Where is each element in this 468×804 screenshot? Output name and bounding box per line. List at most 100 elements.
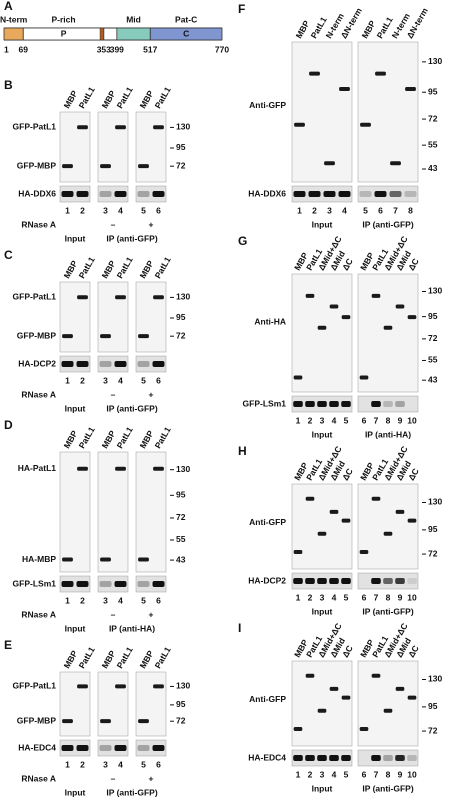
lane-number: 2 [80, 595, 85, 605]
panel-letter: G [238, 234, 247, 248]
band [389, 191, 402, 197]
lane-number: 4 [332, 769, 337, 779]
domain-label: Mid [126, 14, 141, 24]
lane-label: MBP [100, 88, 118, 110]
row-label: Anti-GFP [249, 100, 286, 110]
band [77, 125, 88, 130]
lane-number: 2 [80, 759, 85, 769]
band [77, 684, 88, 689]
band [383, 578, 393, 584]
row-label: GFP-LSm1 [243, 398, 287, 408]
lane-number: 5 [363, 205, 368, 215]
band [371, 401, 381, 407]
lane-number: 4 [332, 415, 337, 425]
marker-label: 43 [428, 163, 438, 173]
marker-label: 95 [176, 490, 186, 500]
panel-letter: I [238, 621, 241, 635]
marker-label: 95 [428, 524, 438, 534]
band [341, 518, 351, 523]
marker-label: 72 [428, 113, 438, 123]
condition-label: RNase A [21, 389, 56, 399]
band [359, 727, 369, 732]
lane-number: 6 [156, 759, 161, 769]
lane-number: 8 [386, 415, 391, 425]
band [371, 755, 381, 761]
residue-number: 517 [143, 44, 157, 54]
blot [97, 739, 129, 757]
blot [59, 281, 91, 353]
band [100, 719, 111, 724]
band [153, 684, 164, 689]
lane-label: MBP [62, 258, 80, 280]
group-label: Input [65, 623, 86, 633]
lane-label: PatL1 [115, 425, 135, 450]
lane-number: 9 [398, 415, 403, 425]
lane-number: 6 [362, 769, 367, 779]
lane-number: 1 [297, 205, 302, 215]
band [329, 578, 339, 584]
band [383, 325, 393, 330]
lane-number: 2 [80, 375, 85, 385]
row-label: Anti-HA [254, 317, 286, 327]
blot [357, 41, 419, 183]
band [137, 191, 150, 197]
marker-label: 130 [428, 56, 442, 66]
band [100, 164, 111, 169]
lane-number: 4 [342, 205, 347, 215]
condition-value: + [149, 773, 154, 783]
row-label: GFP-MBP [17, 160, 57, 170]
band [153, 295, 164, 300]
condition-label: RNase A [21, 609, 56, 619]
band [317, 325, 327, 330]
blot [59, 355, 91, 373]
lane-number: 5 [344, 592, 349, 602]
lane-label: PatL1 [77, 255, 97, 280]
band [407, 518, 417, 523]
band [371, 578, 381, 584]
band [153, 125, 164, 130]
band [329, 509, 339, 514]
blot [135, 451, 167, 573]
lane-number: 8 [408, 205, 413, 215]
band [100, 557, 111, 562]
band [61, 191, 74, 197]
group-label: IP (anti-GFP) [362, 783, 413, 793]
condition-label: RNase A [21, 773, 56, 783]
lane-number: 6 [378, 205, 383, 215]
residue-number: 770 [215, 44, 229, 54]
marker-label: 95 [428, 86, 438, 96]
lane-label: MBP [62, 428, 80, 450]
band [317, 755, 327, 761]
band [305, 401, 315, 407]
lane-number: 1 [65, 759, 70, 769]
domain [3, 27, 24, 41]
band [341, 401, 351, 407]
lane-label: ΔN-term [405, 6, 431, 40]
band [341, 578, 351, 584]
marker-label: 72 [176, 330, 186, 340]
band [137, 581, 150, 587]
band [115, 295, 126, 300]
band [390, 161, 401, 166]
marker-label: 130 [176, 681, 190, 691]
band [138, 719, 149, 724]
lane-number: 8 [386, 592, 391, 602]
lane-number: 3 [103, 759, 108, 769]
lane-label: PatL1 [153, 85, 173, 110]
lane-label: PatL1 [115, 255, 135, 280]
marker-label: 72 [176, 512, 186, 522]
band [77, 466, 88, 471]
band [371, 293, 381, 298]
lane-number: 3 [320, 592, 325, 602]
band [395, 578, 405, 584]
band [99, 581, 112, 587]
band [407, 578, 417, 584]
lane-label: PatL1 [77, 645, 97, 670]
lane-label: PatL1 [115, 645, 135, 670]
blot [357, 395, 419, 413]
lane-number: 7 [374, 592, 379, 602]
band [138, 164, 149, 169]
domain-label: P-rich [51, 14, 75, 24]
band [293, 191, 306, 197]
marker-label: 130 [428, 497, 442, 507]
